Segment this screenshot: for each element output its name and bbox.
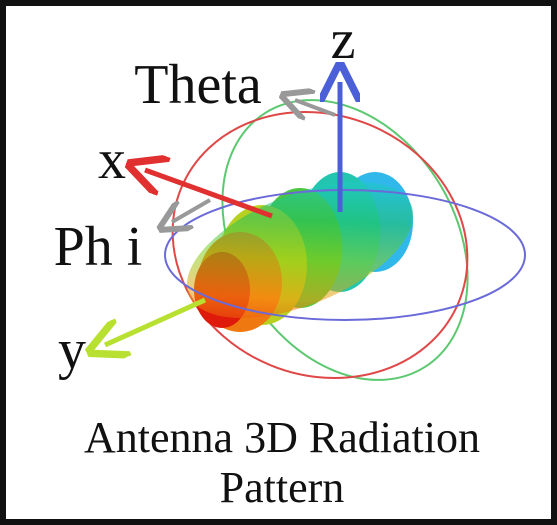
z-label: z xyxy=(331,9,356,71)
x-label: x xyxy=(98,129,126,191)
figure: z Theta x Ph i y Antenna 3D Radiation Pa… xyxy=(0,0,557,525)
y-label: y xyxy=(58,319,86,381)
caption-line: Pattern xyxy=(220,463,345,512)
theta-label: Theta xyxy=(134,54,262,116)
phi-label: Ph i xyxy=(54,216,143,278)
caption-line: Antenna 3D Radiation xyxy=(84,413,480,462)
